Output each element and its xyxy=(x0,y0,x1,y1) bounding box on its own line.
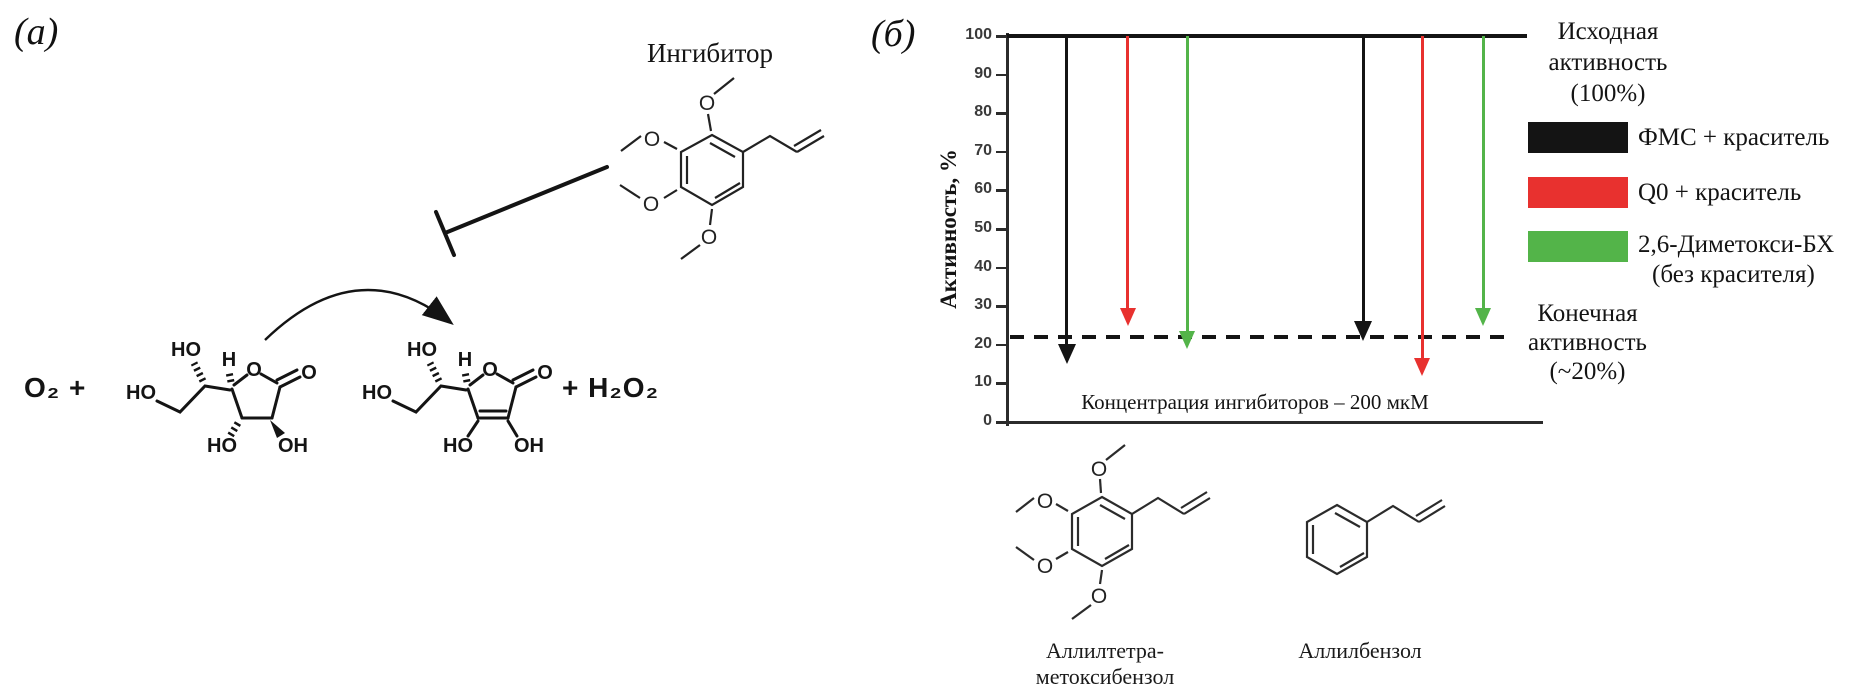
inhibitor-o-lower-left: O xyxy=(643,193,659,216)
activity-arrow-shaft xyxy=(1126,36,1130,308)
inhibitor-structure xyxy=(619,77,825,260)
y-tick-label: 80 xyxy=(974,103,992,121)
product-structure xyxy=(391,361,538,438)
inhibitor-o-top: O xyxy=(699,92,715,115)
caption-allylbenzene: Аллилбензол xyxy=(1298,638,1422,663)
final-activity-label: Конечная активность (~20%) xyxy=(1505,299,1670,386)
substrate-ho-side: HO xyxy=(126,382,156,404)
inhibition-tbar xyxy=(434,165,609,257)
inhibitor-o-upper-left: O xyxy=(644,128,660,151)
product-h: H xyxy=(458,349,472,371)
atmb-o-upper-left: O xyxy=(1037,490,1053,513)
caption-atmb-line2: метоксибензол xyxy=(1035,664,1175,689)
substrate-structure xyxy=(155,361,302,440)
product-ho-bottom: HO xyxy=(443,435,473,457)
activity-arrow-head xyxy=(1057,344,1076,365)
panel-a-label: (a) xyxy=(14,11,59,53)
y-axis-line xyxy=(1006,33,1009,426)
product-oh-bottom: OH xyxy=(514,435,544,457)
y-tick xyxy=(996,305,1007,308)
y-tick xyxy=(996,382,1007,385)
y-tick xyxy=(996,266,1007,270)
panel-a-reaction-scheme: O O O O HO HO H O O HO xyxy=(126,77,825,457)
product-ring-o: O xyxy=(482,359,498,381)
y-tick-label: 50 xyxy=(974,219,992,236)
legend-swatch-fms xyxy=(1528,122,1628,153)
final-activity-line1: Конечная xyxy=(1537,300,1638,327)
substrate-ring-o: O xyxy=(246,359,262,381)
legend-swatch-q0 xyxy=(1528,177,1628,208)
legend-swatch-dimethoxy xyxy=(1528,231,1628,262)
activity-arrow-head xyxy=(1414,357,1431,376)
activity-arrow-head xyxy=(1179,330,1196,349)
y-tick xyxy=(996,35,1007,38)
activity-arrow-head xyxy=(1475,307,1492,326)
product-ho-side: HO xyxy=(362,382,392,404)
substrate-oh-bottom: OH xyxy=(278,435,308,457)
substrate-ho-bottom: HO xyxy=(207,435,237,457)
y-tick-label: 10 xyxy=(974,373,992,391)
reaction-curved-arrow xyxy=(264,288,454,341)
product-carbonyl-o: O xyxy=(537,362,553,384)
y-tick xyxy=(996,228,1007,231)
legend-label-dimethoxy: 2,6-Диметокси-БХ xyxy=(1638,231,1835,258)
final-activity-line3: (~20%) xyxy=(1549,358,1626,385)
activity-arrow-shaft xyxy=(1361,36,1365,321)
atmb-o-top: O xyxy=(1091,458,1107,481)
inhibitor-o-bottom: O xyxy=(701,226,717,249)
y-tick xyxy=(996,189,1007,192)
allylbenzene-structure xyxy=(1305,499,1446,576)
y-tick xyxy=(996,73,1007,77)
inhibitor-title: Ингибитор xyxy=(646,38,774,68)
panel-b-label: (б) xyxy=(871,13,916,55)
initial-activity-label: Исходная активность (100%) xyxy=(1533,16,1683,109)
activity-arrow-shaft xyxy=(1065,36,1069,345)
y-tick-label: 20 xyxy=(974,334,992,352)
y-tick-label: 0 xyxy=(983,412,992,429)
x-axis-line xyxy=(1008,421,1543,424)
activity-arrow-shaft xyxy=(1185,36,1189,331)
y-tick xyxy=(996,343,1007,347)
product-ho-top: HO xyxy=(407,339,437,361)
y-tick-label: 40 xyxy=(974,257,992,275)
legend-label-q0: Q0 + краситель xyxy=(1638,179,1802,206)
substrate-ho-top: HO xyxy=(171,339,201,361)
y-tick-label: 30 xyxy=(974,296,992,314)
substrate-carbonyl-o: O xyxy=(301,362,317,384)
chart-annotation: Концентрация ингибиторов – 200 мкМ xyxy=(1081,390,1429,414)
final-activity-line2: активность xyxy=(1528,329,1647,356)
y-tick xyxy=(996,112,1007,115)
y-tick-label: 100 xyxy=(965,26,992,43)
oxygen-term: O₂ + xyxy=(24,372,87,403)
activity-arrow-head xyxy=(1119,307,1136,326)
substrate-h: H xyxy=(222,349,236,371)
initial-activity-line1: Исходная xyxy=(1557,18,1659,45)
activity-arrow-shaft xyxy=(1420,36,1424,358)
activity-arrow-head xyxy=(1354,320,1373,341)
caption-atmb-line1: Аллилтетра- xyxy=(1046,638,1164,663)
atmb-o-bottom: O xyxy=(1091,585,1107,608)
y-tick xyxy=(996,421,1007,424)
y-tick xyxy=(996,150,1007,154)
y-tick-label: 70 xyxy=(974,141,992,159)
legend-label-fms: ФМС + краситель xyxy=(1638,124,1830,151)
final-activity-dashed-line xyxy=(1010,335,1505,340)
caption-allyltetramethoxybenzene: Аллилтетра- метоксибензол xyxy=(1020,638,1190,690)
y-tick-label: 60 xyxy=(974,180,992,198)
peroxide-term: + H₂O₂ xyxy=(562,372,660,403)
y-tick-label: 90 xyxy=(974,64,992,82)
inhibitor-structures: O O O O xyxy=(1015,444,1446,620)
legend-label-dimethoxy-2: (без красителя) xyxy=(1652,261,1815,288)
activity-arrow-shaft xyxy=(1481,36,1485,308)
initial-activity-line xyxy=(1006,34,1527,38)
allyltetramethoxybenzene-structure xyxy=(1015,444,1211,620)
initial-activity-line3: (100%) xyxy=(1570,80,1646,107)
initial-activity-line2: активность xyxy=(1548,49,1668,76)
atmb-o-lower-left: O xyxy=(1037,555,1053,578)
